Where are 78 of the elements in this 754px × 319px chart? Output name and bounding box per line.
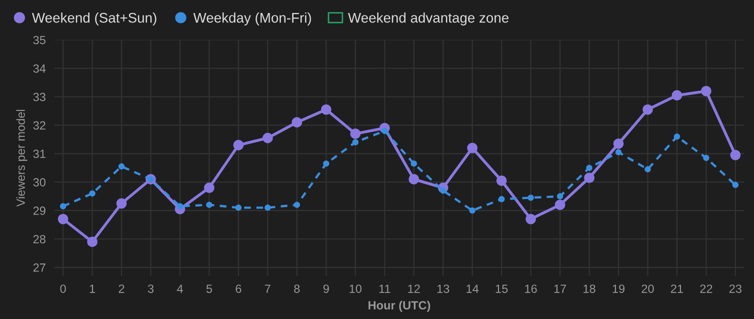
y-tick-label: 33 <box>33 92 46 102</box>
point <box>554 200 566 210</box>
x-tick-label: 6 <box>236 284 242 293</box>
point <box>58 214 68 224</box>
point <box>467 142 478 154</box>
y-axis-title: Viewers per model <box>16 110 28 207</box>
point <box>410 160 417 167</box>
point <box>292 117 302 128</box>
point <box>584 172 594 184</box>
point <box>644 166 651 172</box>
point <box>204 182 214 193</box>
point <box>642 104 653 115</box>
point <box>469 207 476 214</box>
point <box>60 203 66 210</box>
point <box>352 139 359 146</box>
y-tick-label: 29 <box>33 206 46 215</box>
point <box>294 202 300 208</box>
point <box>262 132 273 144</box>
x-tick-label: 8 <box>294 284 300 293</box>
y-tick-label: 30 <box>33 178 46 186</box>
y-tick-label: 31 <box>33 150 46 158</box>
y-tick-label: 32 <box>33 121 46 130</box>
point <box>528 194 534 201</box>
x-tick-label: 12 <box>408 284 420 293</box>
x-tick-label: 18 <box>584 284 596 293</box>
point <box>700 86 712 96</box>
x-tick-label: 0 <box>60 284 66 293</box>
point <box>730 150 741 160</box>
point <box>613 138 624 149</box>
y-tick-label: 35 <box>33 36 46 44</box>
point <box>89 190 96 197</box>
point <box>496 175 507 186</box>
point <box>498 196 505 202</box>
x-tick-label: 7 <box>265 284 270 293</box>
x-tick-label: 3 <box>148 284 154 293</box>
point <box>526 214 536 224</box>
x-tick-label: 9 <box>323 284 329 293</box>
x-tick-label: 17 <box>554 284 566 293</box>
y-tick-label: 34 <box>33 64 46 73</box>
legend-label: Weekday (Mon-Fri) <box>193 12 311 26</box>
legend-label: Weekend (Sat+Sun) <box>32 12 156 26</box>
point <box>732 182 739 188</box>
point <box>350 128 361 139</box>
point <box>118 163 125 170</box>
x-axis-title: Hour (UTC) <box>368 300 430 312</box>
x-tick-label: 2 <box>118 284 124 293</box>
x-tick-label: 22 <box>700 284 712 293</box>
point <box>87 236 98 248</box>
y-tick-label: 27 <box>33 263 46 272</box>
x-tick-label: 14 <box>466 284 479 293</box>
point <box>703 154 710 162</box>
point <box>323 160 330 167</box>
point <box>320 104 332 115</box>
point <box>235 204 242 211</box>
point <box>206 202 212 208</box>
x-tick-label: 23 <box>729 284 742 293</box>
x-tick-label: 10 <box>350 284 362 293</box>
x-tick-label: 1 <box>90 284 95 293</box>
point <box>672 90 682 101</box>
point <box>556 193 564 200</box>
x-tick-label: 15 <box>496 284 508 293</box>
point <box>408 174 420 184</box>
x-tick-label: 13 <box>437 284 450 293</box>
x-tick-label: 5 <box>206 284 212 293</box>
point <box>264 204 271 211</box>
point <box>674 133 680 140</box>
x-tick-label: 19 <box>612 284 624 293</box>
x-tick-label: 20 <box>642 284 654 293</box>
x-tick-label: 16 <box>525 284 537 293</box>
x-tick-label: 11 <box>379 284 390 293</box>
point <box>116 198 127 209</box>
x-tick-label: 21 <box>670 284 683 293</box>
x-tick-label: 4 <box>176 284 183 293</box>
point <box>615 149 622 156</box>
y-tick-label: 28 <box>33 234 46 244</box>
point <box>233 140 244 150</box>
legend-label: Weekend advantage zone <box>348 12 508 26</box>
point <box>586 164 592 171</box>
